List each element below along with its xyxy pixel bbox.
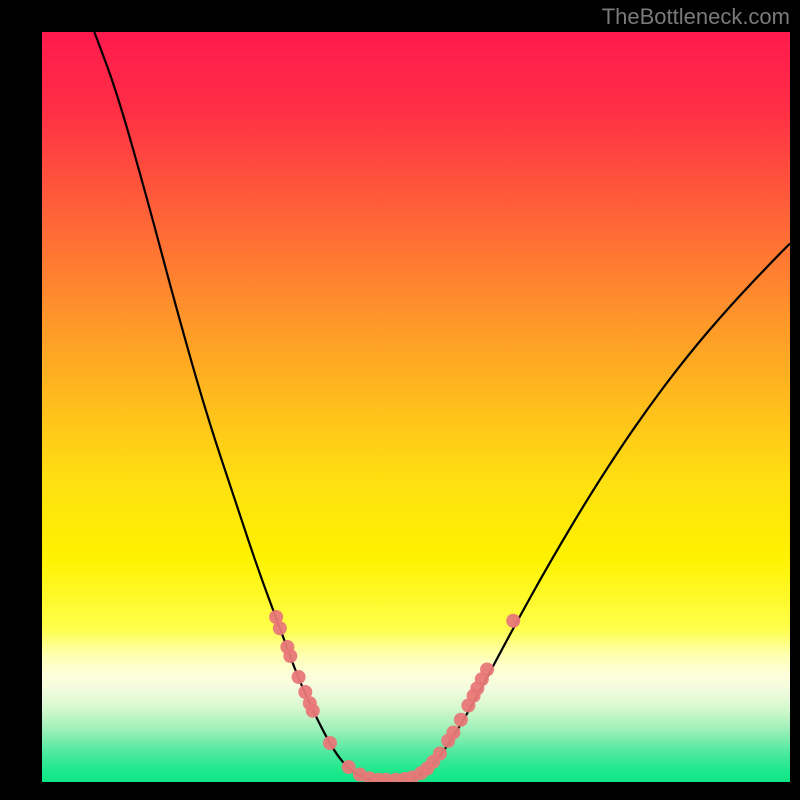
data-dot [480,663,494,677]
data-dot [454,713,468,727]
data-dot [273,621,287,635]
data-dot [323,736,337,750]
chart-svg [42,32,790,782]
gradient-background [42,32,790,782]
data-dot [506,614,520,628]
data-dot [292,670,306,684]
watermark-text: TheBottleneck.com [602,4,790,30]
data-dot [433,747,447,761]
data-dot [306,704,320,718]
data-dot [283,649,297,663]
data-dot [446,726,460,740]
plot-area [42,32,790,782]
